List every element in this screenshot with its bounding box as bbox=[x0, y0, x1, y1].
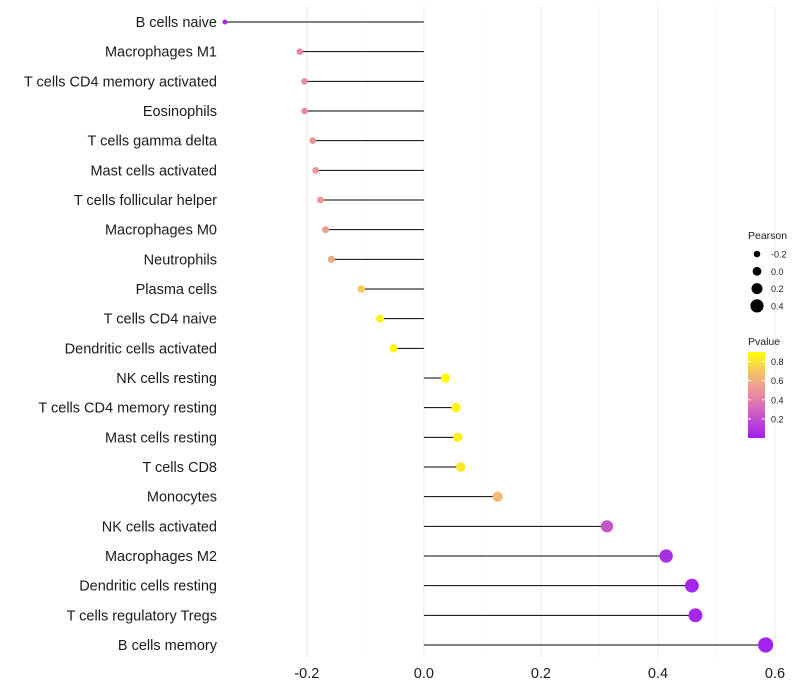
legend: Pearson -0.20.00.20.4 Pvalue 0.80.60.40.… bbox=[748, 230, 787, 438]
category-labels: B cells naive Macrophages M1 T cells CD4 m… bbox=[24, 15, 218, 654]
category-label: T cells gamma delta bbox=[88, 134, 218, 150]
data-point bbox=[309, 137, 317, 145]
data-point bbox=[659, 549, 673, 563]
pvalue-colorbar bbox=[748, 352, 765, 438]
category-label: Monocytes bbox=[147, 490, 217, 506]
size-legend-label: -0.2 bbox=[771, 250, 787, 260]
x-tick-label: 0.6 bbox=[765, 666, 785, 682]
colorbar-label: 0.6 bbox=[771, 376, 784, 386]
data-point bbox=[312, 166, 320, 174]
colorbar-label: 0.2 bbox=[771, 414, 784, 424]
data-point bbox=[296, 48, 304, 55]
lollipop-stems bbox=[224, 21, 766, 646]
category-label: Plasma cells bbox=[136, 282, 217, 298]
data-point bbox=[688, 608, 703, 623]
data-point bbox=[492, 491, 503, 502]
size-legend-key bbox=[750, 299, 764, 313]
category-label: T cells CD4 naive bbox=[104, 312, 217, 328]
data-point bbox=[327, 255, 335, 263]
size-legend-key bbox=[753, 250, 761, 258]
size-legend-label: 0.4 bbox=[771, 301, 784, 311]
category-label: Macrophages M0 bbox=[105, 223, 217, 239]
category-label: T cells follicular helper bbox=[74, 193, 217, 209]
category-label: Mast cells activated bbox=[90, 163, 217, 179]
data-point bbox=[758, 637, 774, 653]
category-label: B cells naive bbox=[136, 15, 217, 31]
category-label: T cells CD4 memory resting bbox=[38, 401, 217, 417]
x-tick-label: 0.2 bbox=[531, 666, 551, 682]
category-label: NK cells resting bbox=[116, 371, 217, 387]
category-label: NK cells activated bbox=[102, 519, 217, 535]
lollipop-dots bbox=[222, 19, 774, 653]
size-legend-label: 0.0 bbox=[771, 267, 784, 277]
data-point bbox=[222, 19, 228, 25]
pvalue-legend-title: Pvalue bbox=[748, 336, 780, 348]
colorbar-label: 0.8 bbox=[771, 357, 784, 367]
data-point bbox=[357, 285, 366, 293]
category-label: T cells CD4 memory activated bbox=[24, 74, 217, 90]
category-label: Macrophages M1 bbox=[105, 45, 217, 61]
data-point bbox=[684, 578, 699, 593]
data-point bbox=[322, 226, 330, 234]
pearson-size-legend: -0.2 0.0 0.2 0.4 bbox=[750, 250, 787, 313]
data-point bbox=[389, 344, 398, 353]
data-point bbox=[451, 402, 461, 413]
size-legend-key bbox=[752, 266, 762, 276]
category-label: Mast cells resting bbox=[105, 430, 217, 446]
category-label: Dendritic cells resting bbox=[79, 579, 217, 595]
category-label: Neutrophils bbox=[144, 252, 217, 268]
pvalue-colorbar-ticks: 0.8 0.6 0.4 0.2 bbox=[748, 357, 784, 424]
x-tick-label: -0.2 bbox=[294, 666, 319, 682]
category-label: T cells regulatory Tregs bbox=[67, 608, 217, 624]
category-label: Macrophages M2 bbox=[105, 549, 217, 565]
colorbar-label: 0.4 bbox=[771, 395, 784, 405]
data-point bbox=[301, 107, 308, 115]
category-label: T cells CD8 bbox=[142, 460, 217, 476]
grid-lines bbox=[306, 6, 776, 658]
category-label: Eosinophils bbox=[143, 104, 217, 120]
x-tick-label: 0.0 bbox=[414, 666, 434, 682]
data-point bbox=[600, 520, 614, 533]
data-point bbox=[440, 373, 451, 383]
category-label: Dendritic cells activated bbox=[65, 341, 217, 357]
x-tick-label: 0.4 bbox=[648, 666, 668, 682]
category-label: B cells memory bbox=[118, 638, 218, 654]
data-point bbox=[456, 462, 466, 472]
x-tick-labels: -0.2 0.0 0.2 0.4 0.6 bbox=[294, 666, 785, 682]
data-point bbox=[301, 78, 308, 85]
data-point bbox=[376, 314, 384, 323]
data-point bbox=[316, 196, 324, 204]
size-legend-key bbox=[751, 283, 763, 295]
pearson-legend-title: Pearson bbox=[748, 230, 787, 242]
size-legend-label: 0.2 bbox=[771, 284, 784, 294]
data-point bbox=[453, 432, 463, 443]
